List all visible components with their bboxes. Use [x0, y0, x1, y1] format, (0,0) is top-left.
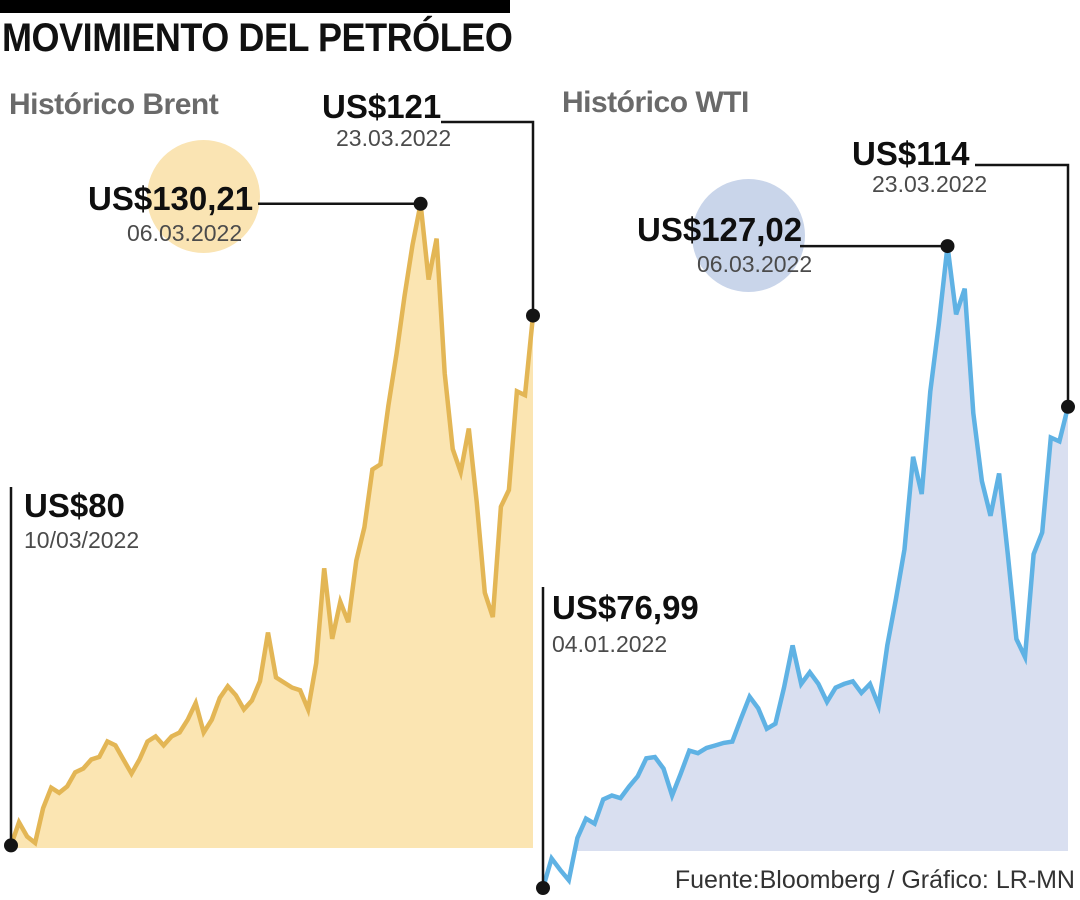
wti-last-date-label: 23.03.2022 [872, 171, 988, 197]
peak-marker-dot [413, 196, 428, 211]
histórico-wti-line [540, 245, 1071, 891]
brent-heading: Histórico Brent [9, 88, 219, 121]
brent-last-price-label: US$121 [322, 88, 442, 125]
end-callout-line [975, 163, 1070, 407]
source-credit: Fuente:Bloomberg / Gráfico: LR-MN [674, 866, 1075, 894]
start-marker-dot [536, 881, 550, 895]
peak-marker-dot [940, 239, 955, 254]
brent-peak-halo-circle [147, 140, 260, 253]
wti-start-price-label: US$76,99 [552, 589, 699, 626]
brent-start-date-label: 10/03/2022 [24, 527, 140, 553]
end-marker-dot [1061, 399, 1075, 414]
wti-area-chart [536, 163, 1075, 895]
title-bar [0, 0, 510, 13]
end-callout-line [441, 120, 535, 316]
brent-peak-date-label: 06.03.2022 [127, 220, 243, 246]
brent-peak-price-label: US$130,21 [88, 180, 254, 217]
wti-start-date-label: 04.01.2022 [552, 631, 668, 657]
wti-peak-halo-circle [692, 179, 805, 292]
histórico-brent-line [8, 203, 536, 848]
histórico-wti-fill [543, 246, 1068, 851]
wti-peak-price-label: US$127,02 [637, 211, 803, 248]
end-marker-dot [526, 308, 540, 323]
wti-last-price-label: US$114 [852, 135, 970, 172]
brent-area-chart [4, 120, 540, 853]
histórico-brent-fill [11, 203, 533, 848]
page-title: MOVIMIENTO DEL PETRÓLEO [2, 16, 513, 60]
wti-peak-date-label: 06.03.2022 [697, 251, 813, 277]
start-marker-dot [4, 838, 18, 853]
brent-start-price-label: US$80 [24, 487, 125, 524]
wti-heading: Histórico WTI [562, 86, 749, 119]
brent-last-date-label: 23.03.2022 [336, 125, 452, 151]
